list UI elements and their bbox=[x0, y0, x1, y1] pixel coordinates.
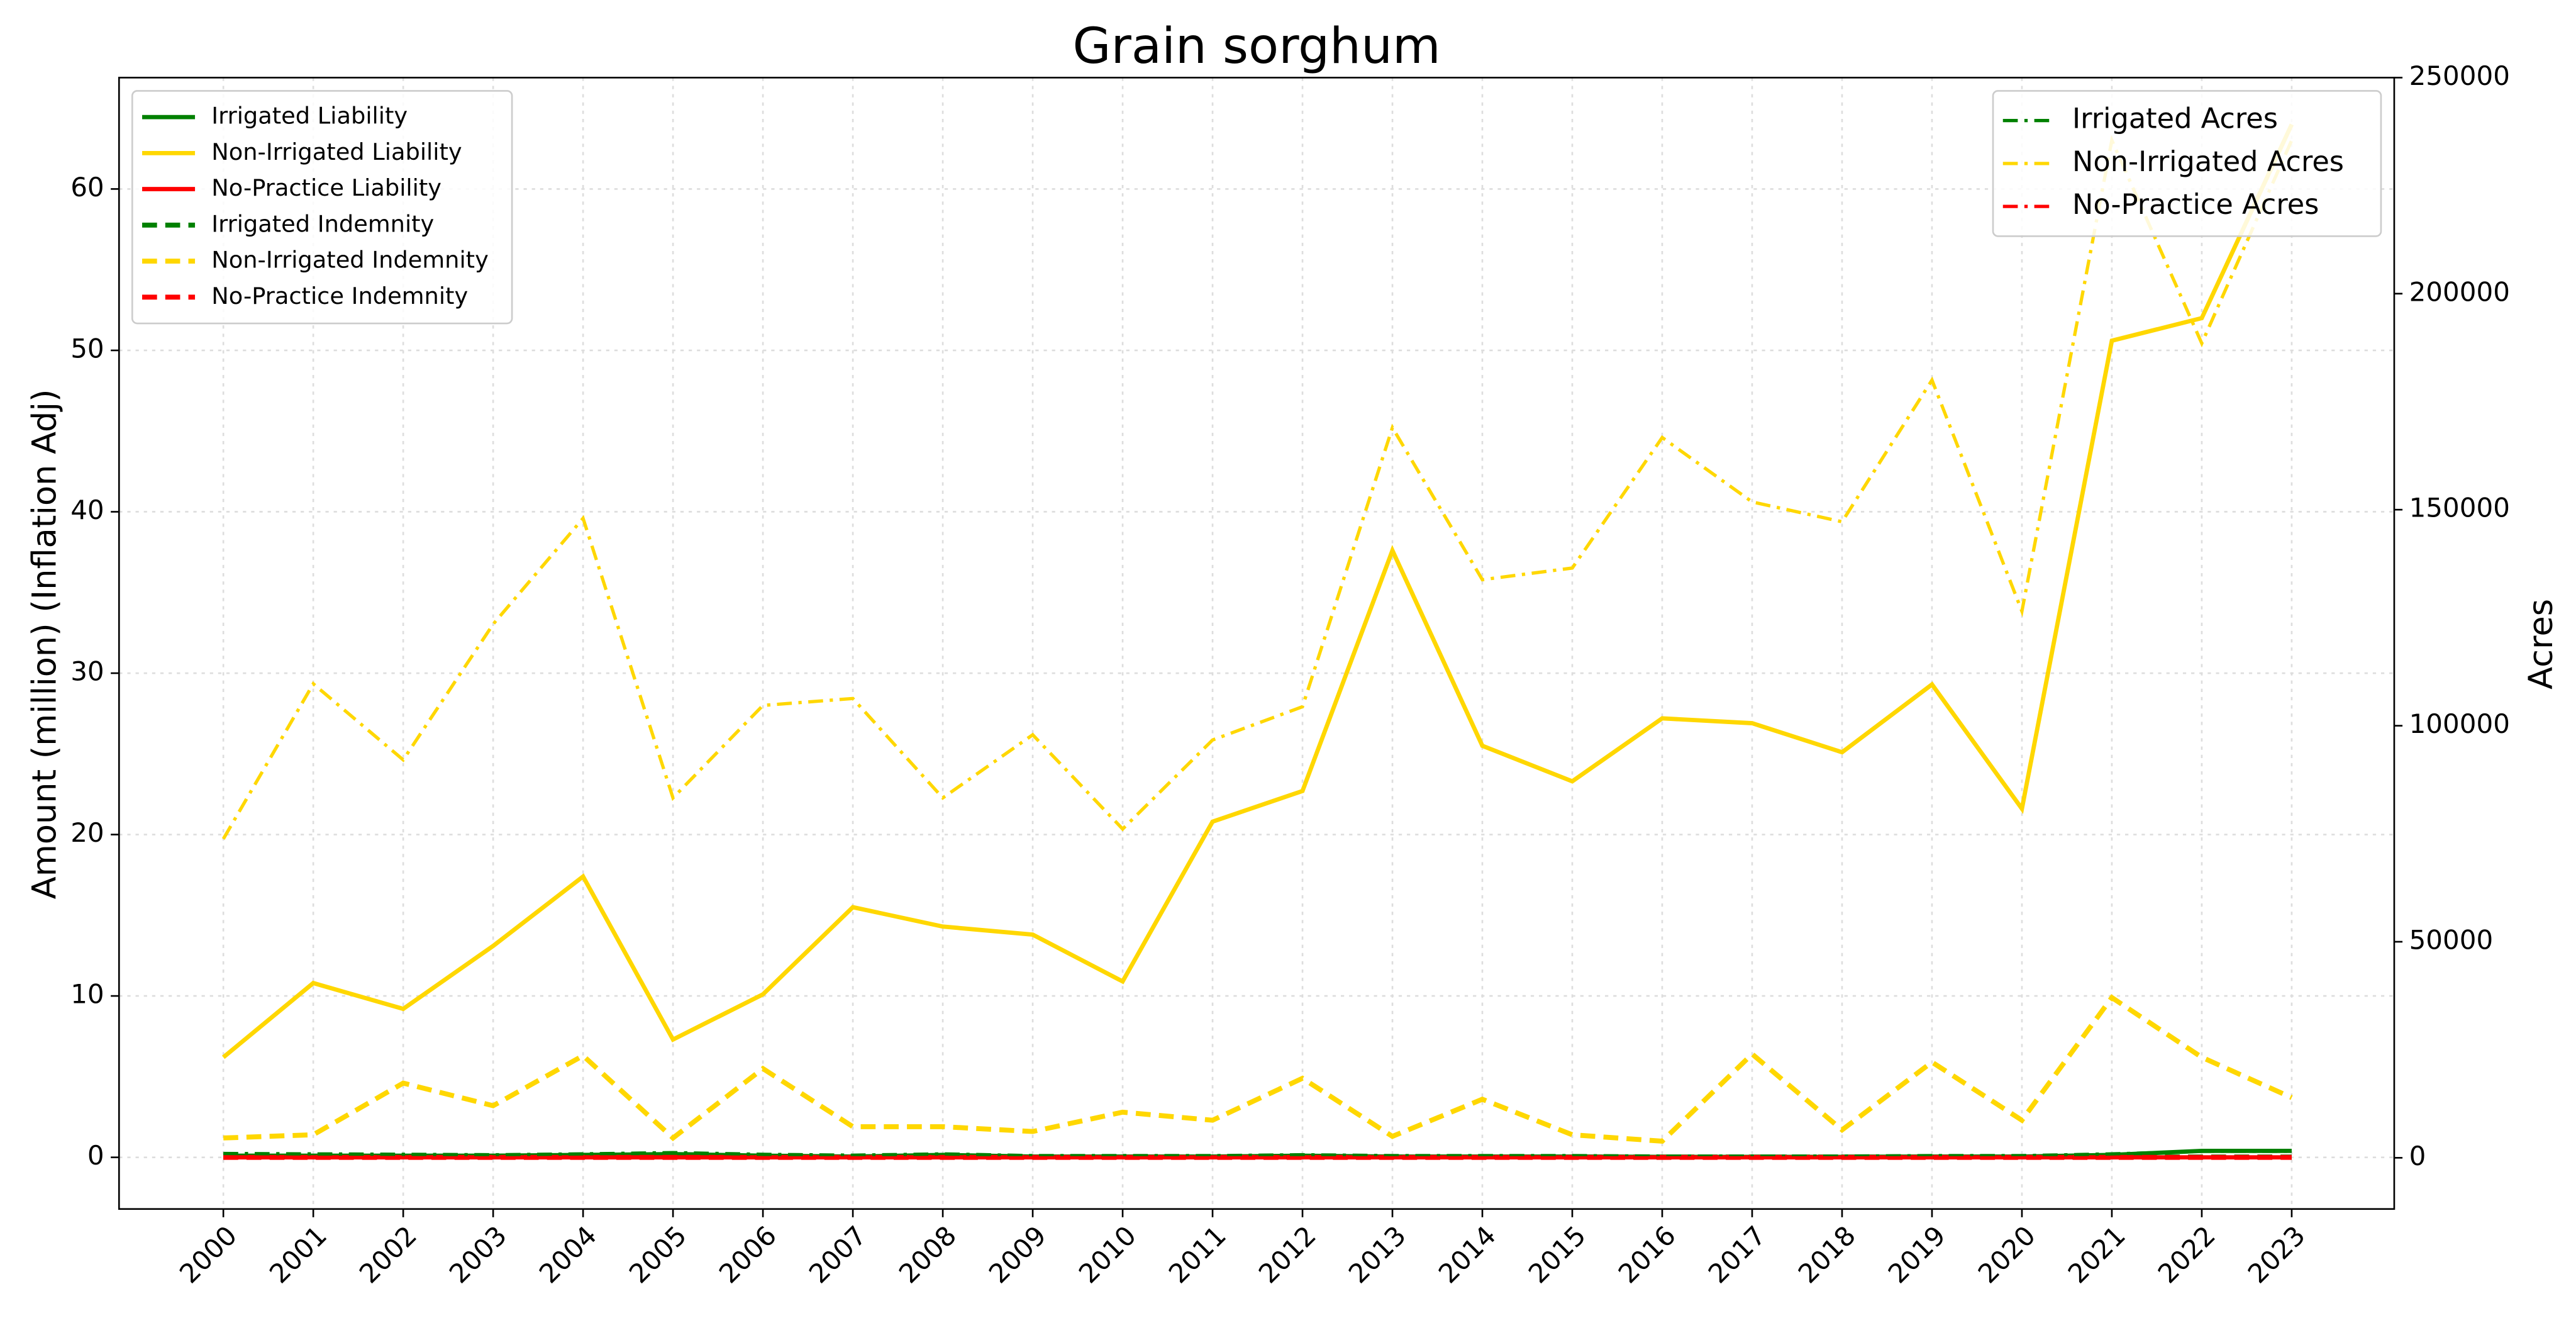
x-tick-label: 2011 bbox=[1163, 1220, 1232, 1289]
x-tick-label: 2001 bbox=[264, 1220, 333, 1289]
legend-label: No-Practice Liability bbox=[211, 174, 441, 201]
x-tick-label: 2006 bbox=[713, 1220, 782, 1289]
line bbox=[221, 135, 2294, 840]
legend-label: No-Practice Indemnity bbox=[211, 282, 468, 310]
x-tick-label: 2008 bbox=[893, 1220, 962, 1289]
x-tick-label: 2018 bbox=[1792, 1220, 1862, 1289]
y-tick-label: 40 bbox=[70, 494, 104, 525]
x-tick-label: 2013 bbox=[1343, 1220, 1412, 1289]
legend-label: Irrigated Liability bbox=[211, 103, 408, 130]
legend-box bbox=[1992, 90, 2382, 237]
x-tick-label: 2004 bbox=[533, 1220, 602, 1289]
y2-tick-label: 200000 bbox=[2409, 276, 2510, 307]
x-tick-label: 2002 bbox=[353, 1220, 423, 1289]
y-tick-label: 50 bbox=[70, 333, 104, 364]
x-tick-label: 2020 bbox=[1972, 1220, 2041, 1289]
legend-label: No-Practice Acres bbox=[2072, 188, 2319, 221]
y-tick-label: 10 bbox=[70, 979, 104, 1010]
y2-tick-label: 150000 bbox=[2409, 493, 2510, 523]
x-tick-label: 2003 bbox=[443, 1220, 513, 1289]
x-tick-label: 2000 bbox=[174, 1220, 243, 1289]
x-tick-label: 2014 bbox=[1433, 1220, 1502, 1289]
legend-label: Non-Irrigated Liability bbox=[211, 138, 462, 165]
legend: Irrigated Acres Non-Irrigated Acres No-Pra… bbox=[1992, 90, 2382, 237]
y-tick-label: 0 bbox=[87, 1140, 104, 1171]
legend-label: Non-Irrigated Indemnity bbox=[211, 247, 489, 274]
line bbox=[221, 123, 2294, 1059]
y2-tick-label: 100000 bbox=[2409, 708, 2510, 739]
y2-tick-label: 0 bbox=[2409, 1141, 2426, 1171]
x-tick-label: 2021 bbox=[2062, 1220, 2131, 1289]
x-tick-label: 2015 bbox=[1523, 1220, 1592, 1289]
x-tick-label: 2009 bbox=[983, 1220, 1052, 1289]
legend-box bbox=[131, 90, 513, 325]
x-tick-label: 2019 bbox=[1882, 1220, 1951, 1289]
y2-tick-label: 50000 bbox=[2409, 924, 2494, 955]
legend: Irrigated Liability Non-Irrigated Liabili… bbox=[131, 90, 513, 325]
chart-title: Grain sorghum bbox=[1073, 17, 1441, 75]
y-tick-label: 20 bbox=[70, 817, 104, 848]
x-tick-label: 2017 bbox=[1702, 1220, 1772, 1289]
x-tick-label: 2005 bbox=[623, 1220, 692, 1289]
y2-tick-label: 250000 bbox=[2409, 60, 2510, 91]
y-axis-label: Amount (million) (Inflation Adj) bbox=[25, 389, 64, 900]
plot-frame bbox=[118, 77, 2396, 1210]
legend-label: Irrigated Acres bbox=[2072, 103, 2278, 135]
x-tick-label: 2022 bbox=[2152, 1220, 2221, 1289]
y-tick-label: 60 bbox=[70, 172, 104, 203]
x-tick-label: 2023 bbox=[2242, 1220, 2311, 1289]
x-tick-label: 2012 bbox=[1253, 1220, 1322, 1289]
legend-label: Irrigated Indemnity bbox=[211, 210, 434, 237]
y-tick-label: 30 bbox=[70, 656, 104, 687]
y2-axis-label: Acres bbox=[2522, 599, 2560, 690]
x-tick-label: 2010 bbox=[1073, 1220, 1142, 1289]
line bbox=[223, 994, 2293, 1144]
x-tick-label: 2007 bbox=[803, 1220, 872, 1289]
x-tick-label: 2016 bbox=[1613, 1220, 1682, 1289]
legend-label: Non-Irrigated Acres bbox=[2072, 145, 2344, 178]
